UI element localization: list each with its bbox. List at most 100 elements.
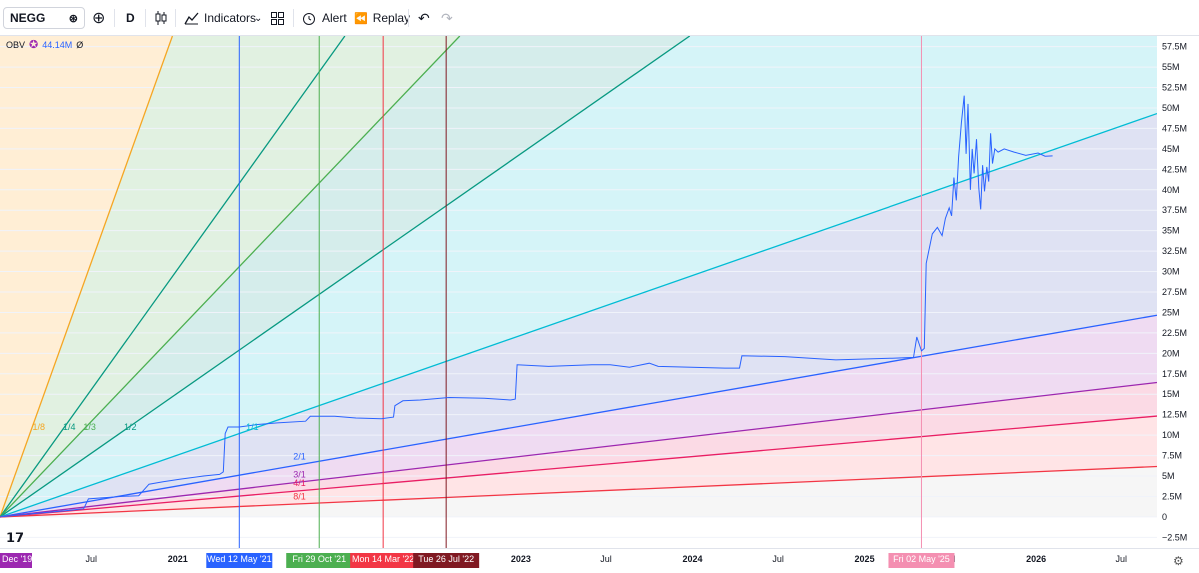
gann-line-2-1 bbox=[0, 314, 1158, 518]
marker-badge bbox=[206, 553, 273, 568]
legend-suffix: Ø bbox=[76, 39, 84, 50]
x-tick-label: Dec '19 bbox=[2, 554, 32, 564]
y-tick-label: 42.5M bbox=[1162, 164, 1187, 174]
y-tick-label: 25M bbox=[1162, 307, 1180, 317]
vertical-markers bbox=[238, 36, 922, 548]
tradingview-logo-icon[interactable]: 𝟭𝟳 bbox=[6, 530, 25, 545]
gann-label-1-8: 1/8 bbox=[33, 422, 46, 432]
indicators-icon bbox=[184, 12, 199, 25]
x-tick-badge bbox=[0, 553, 32, 568]
settings-icon[interactable]: ⚙ bbox=[1173, 554, 1184, 568]
gann-line-4-1 bbox=[0, 415, 1158, 518]
gann-fan-labels: 1/8 1/4 1/3 1/2 1/1 2/1 3/14/1 8/1 bbox=[33, 422, 306, 502]
replay-icon: ⏪ bbox=[354, 12, 368, 25]
gann-label-1-2: 1/2 bbox=[124, 422, 137, 432]
gann-line-1-2 bbox=[0, 36, 691, 518]
y-tick-label: 40M bbox=[1162, 185, 1180, 195]
gann-label-4-1: 4/1 bbox=[293, 478, 306, 488]
gann-label-1-3: 1/3 bbox=[83, 422, 96, 432]
gann-label-1-1: 1/1 bbox=[246, 422, 259, 432]
indicators-button[interactable]: Indicators bbox=[184, 0, 256, 36]
x-tick-label: 2024 bbox=[682, 554, 702, 564]
y-tick-label: 30M bbox=[1162, 267, 1180, 277]
indicators-dropdown[interactable]: ⌄ bbox=[254, 0, 262, 36]
y-tick-label: 27.5M bbox=[1162, 287, 1187, 297]
y-tick-label: 5M bbox=[1162, 471, 1175, 481]
x-tick-label: 2023 bbox=[511, 554, 531, 564]
price-axis: 57.5M 55M 52.5M 50M 47.5M 45M 42.5M 40M 37.5M 35M… bbox=[1157, 36, 1199, 548]
chevron-down-icon: ⌄ bbox=[254, 12, 263, 24]
y-tick-label: 0 bbox=[1162, 512, 1167, 522]
y-tick-label: 37.5M bbox=[1162, 205, 1187, 215]
candles-icon bbox=[155, 11, 167, 25]
undo-button[interactable]: ↶ bbox=[418, 0, 430, 36]
marker-badge-label: Fri 29 Oct '21 bbox=[292, 554, 346, 564]
y-tick-label: 35M bbox=[1162, 226, 1180, 236]
alert-button[interactable]: Alert bbox=[302, 0, 347, 36]
legend-name: OBV bbox=[6, 39, 26, 50]
toolbar-divider bbox=[114, 9, 115, 27]
obv-chart[interactable]: 1/8 1/4 1/3 1/2 1/1 2/1 3/14/1 8/1 57.5M 55M 52.5… bbox=[0, 36, 1199, 573]
y-tick-label: 47.5M bbox=[1162, 123, 1187, 133]
redo-icon: ↷ bbox=[441, 9, 453, 26]
toolbar-divider bbox=[145, 9, 146, 27]
gann-line-1-1 bbox=[0, 112, 1158, 518]
marker-badge bbox=[413, 553, 480, 568]
compare-button[interactable]: ⊕ bbox=[92, 0, 105, 36]
toolbar-divider bbox=[408, 9, 409, 27]
y-tick-label: 55M bbox=[1162, 62, 1180, 72]
y-tick-label: 7.5M bbox=[1162, 451, 1182, 461]
obv-line bbox=[0, 95, 1053, 518]
indicators-label: Indicators bbox=[204, 11, 257, 25]
gann-label-8-1: 8/1 bbox=[293, 492, 306, 502]
marker-badge-label: Mon 14 Mar '22 bbox=[352, 554, 414, 564]
x-tick-label: 2021 bbox=[168, 554, 188, 564]
interval-button[interactable]: D bbox=[126, 0, 135, 36]
alert-icon bbox=[303, 12, 315, 25]
y-tick-label: −2.5M bbox=[1162, 532, 1187, 542]
symbol-search[interactable]: NEGG ⊛ bbox=[3, 7, 85, 29]
toolbar-divider bbox=[293, 9, 294, 27]
top-toolbar: NEGG ⊛ ⊕ D Indicators ⌄ bbox=[0, 0, 1199, 36]
marker-badge bbox=[286, 553, 353, 568]
gann-line-1-8 bbox=[0, 36, 174, 518]
gann-label-1-4: 1/4 bbox=[63, 422, 76, 432]
y-tick-label: 2.5M bbox=[1162, 491, 1182, 501]
y-tick-label: 10M bbox=[1162, 430, 1180, 440]
y-tick-label: 50M bbox=[1162, 103, 1180, 113]
replay-button[interactable]: ⏪ Replay bbox=[354, 0, 410, 36]
x-tick-label: 2025 bbox=[855, 554, 875, 564]
legend-settings-icon[interactable]: ✪ bbox=[29, 39, 39, 51]
marker-badge bbox=[350, 553, 417, 568]
y-tick-label: 52.5M bbox=[1162, 83, 1187, 93]
y-tick-label: 45M bbox=[1162, 144, 1180, 154]
redo-button[interactable]: ↷ bbox=[441, 0, 453, 36]
indicator-legend[interactable]: OBV ✪ 44.14M Ø bbox=[6, 38, 83, 51]
alert-label: Alert bbox=[322, 11, 347, 25]
marker-badge-label: Wed 12 May '21 bbox=[207, 554, 272, 564]
interval-label: D bbox=[126, 11, 135, 25]
marker-badge-label: Fri 02 May '25 bbox=[893, 554, 950, 564]
y-tick-label: 20M bbox=[1162, 348, 1180, 358]
chart-type-button[interactable] bbox=[154, 0, 168, 36]
x-tick-label: Jul bbox=[85, 554, 97, 564]
marker-badge-label: Tue 26 Jul '22 bbox=[418, 554, 474, 564]
x-tick-label: Jul bbox=[1116, 554, 1128, 564]
gann-line-3-1 bbox=[0, 381, 1158, 518]
price-axis-bg bbox=[1157, 36, 1199, 548]
gann-line-1-4 bbox=[0, 36, 346, 518]
plus-circle-icon: ⊕ bbox=[92, 10, 106, 27]
symbol-label: NEGG bbox=[10, 11, 46, 25]
y-tick-label: 15M bbox=[1162, 389, 1180, 399]
y-tick-label: 17.5M bbox=[1162, 369, 1187, 379]
y-tick-label: 12.5M bbox=[1162, 410, 1187, 420]
y-tick-label: 32.5M bbox=[1162, 246, 1187, 256]
time-axis: Dec '19Jul2021JulJul2023Jul2024Jul2025Ju… bbox=[0, 548, 1199, 573]
symbol-info-icon[interactable]: ⊛ bbox=[68, 12, 78, 25]
gann-fill-4 bbox=[0, 36, 1157, 517]
y-tick-label: 22.5M bbox=[1162, 328, 1187, 338]
layout-button[interactable] bbox=[271, 0, 284, 36]
gann-label-2-1: 2/1 bbox=[293, 452, 306, 462]
obv-series bbox=[0, 95, 1053, 518]
time-axis-bg bbox=[0, 548, 1199, 573]
